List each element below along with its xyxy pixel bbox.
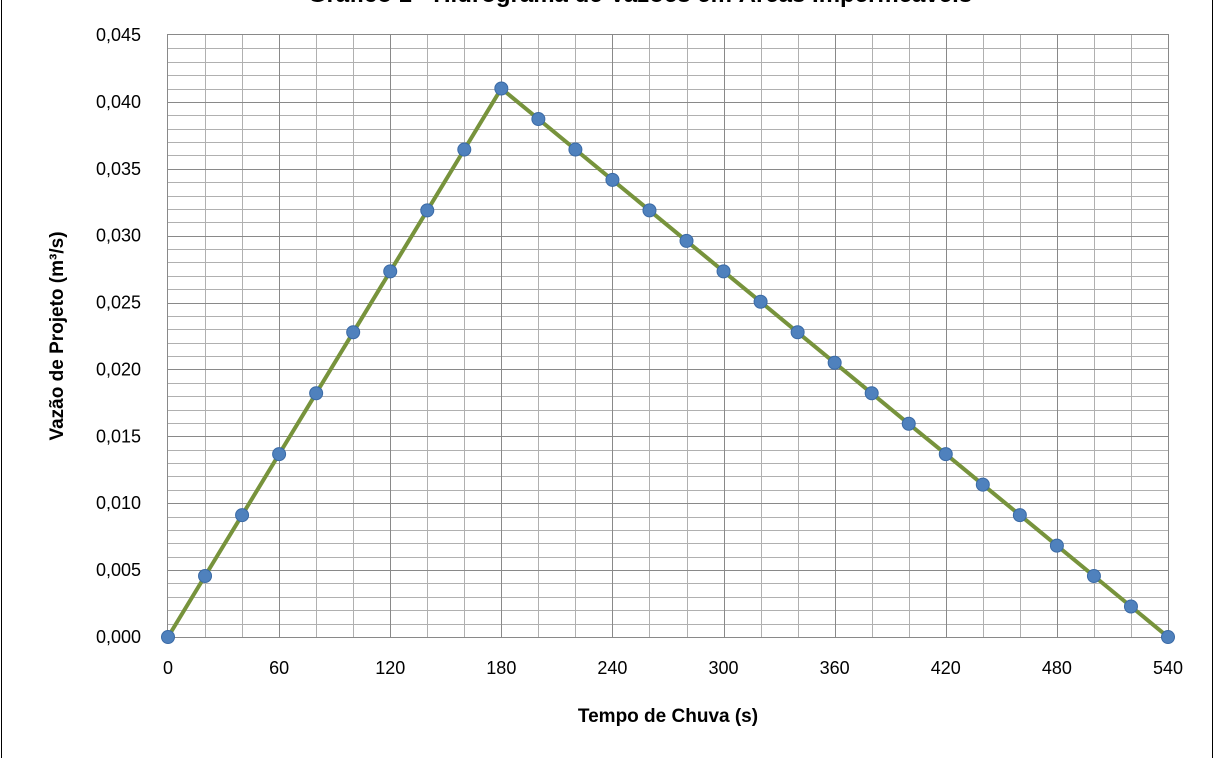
data-point [457,142,472,157]
x-tick-label: 360 [820,658,850,678]
y-tick-label: 0,005 [96,560,141,580]
data-point [642,203,657,218]
y-tick-label: 0,040 [96,92,141,112]
data-point [753,294,768,309]
data-markers [161,81,1175,644]
y-tick-label: 0,020 [96,359,141,379]
data-point [827,355,842,370]
x-tick-label: 120 [375,658,405,678]
data-point [901,416,916,431]
data-point [1123,599,1138,614]
y-tick-label: 0,015 [96,426,141,446]
x-tick-label: 60 [269,658,289,678]
data-point [938,447,953,462]
data-point [346,325,361,340]
data-point [531,112,546,127]
data-point [790,325,805,340]
data-point [420,203,435,218]
data-point [975,477,990,492]
major-gridlines [168,35,1168,637]
x-tick-label: 300 [709,658,739,678]
x-tick-label: 0 [163,658,173,678]
chart-title: Gráfico 1 - Hidrograma de Vazões em Área… [308,0,972,8]
data-point [235,508,250,523]
data-point [309,386,324,401]
data-point [161,630,175,644]
x-tick-label: 180 [486,658,516,678]
series-line [166,86,1170,639]
x-axis-tick-labels: 0 60 120 180 240 300 360 420 480 540 [163,658,1183,678]
y-tick-label: 0,035 [96,159,141,179]
data-point [716,264,731,279]
y-tick-label: 0,030 [96,226,141,246]
data-point [383,264,398,279]
x-tick-label: 240 [597,658,627,678]
data-point [679,233,694,248]
x-tick-label: 540 [1153,658,1183,678]
data-point [272,447,287,462]
y-axis-label: Vazão de Projeto (m³/s) [47,231,68,440]
y-tick-label: 0,025 [96,293,141,313]
data-point [1049,538,1064,553]
data-point [1012,508,1027,523]
plot-area-border [167,34,1169,638]
data-point [1086,568,1101,583]
data-point [1161,630,1175,644]
x-axis-label: Tempo de Chuva (s) [578,706,758,727]
y-tick-label: 0,010 [96,493,141,513]
data-point [198,568,213,583]
data-point [568,142,583,157]
data-point [864,386,879,401]
x-tick-label: 420 [931,658,961,678]
y-tick-label: 0,045 [96,25,141,45]
x-tick-label: 480 [1042,658,1072,678]
data-point [605,172,620,187]
y-axis-tick-labels: 0,000 0,005 0,010 0,015 0,020 0,025 0,030 0,035… [96,25,141,647]
minor-gridlines [168,35,1168,637]
y-tick-label: 0,000 [96,627,141,647]
data-point [494,81,509,96]
